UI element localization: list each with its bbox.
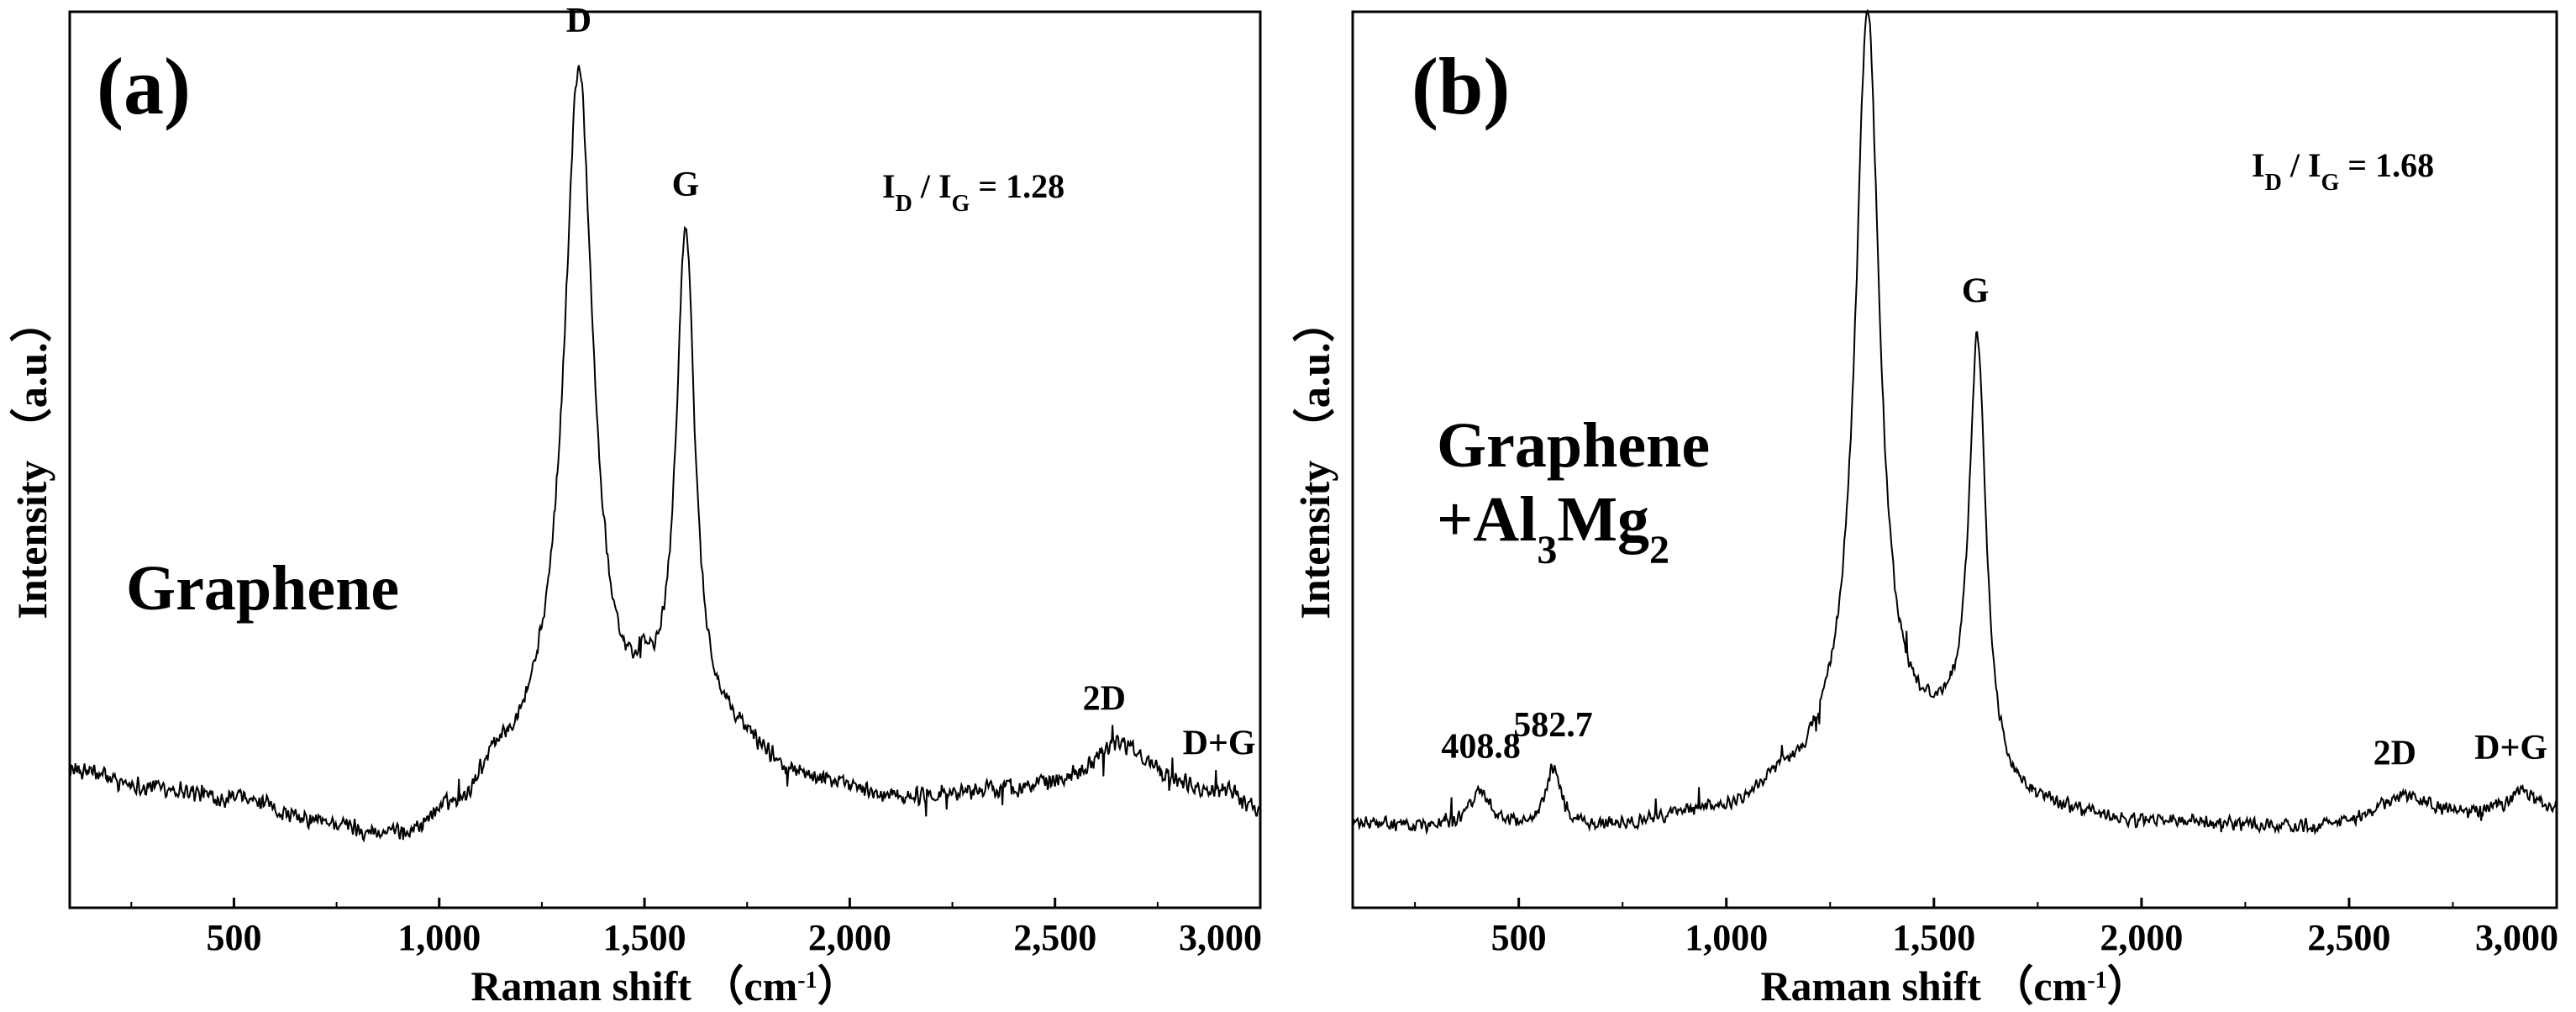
peak-label: 582.7	[1513, 706, 1593, 745]
x-tick-label: 2,500	[1013, 917, 1096, 958]
y-axis-label: Intensity （a.u.）	[1291, 300, 1338, 619]
panel-label: (a)	[97, 41, 191, 131]
sample-label: Graphene	[1437, 410, 1710, 481]
peak-label: 408.8	[1441, 727, 1521, 766]
peak-label: D+G	[1183, 724, 1256, 762]
y-axis-label: Intensity （a.u.）	[8, 300, 55, 619]
sample-label-formula: +Al3Mg2	[1437, 484, 1669, 572]
x-tick-label: 500	[206, 917, 261, 958]
x-tick-label: 3,000	[2475, 917, 2558, 958]
intensity-ratio: ID / IG = 1.28	[882, 167, 1065, 217]
spectrum-line	[69, 65, 1261, 843]
x-tick-label: 1,500	[603, 917, 686, 958]
x-tick-label: 500	[1491, 917, 1547, 958]
x-axis-label: Raman shift （cm-1）	[1760, 962, 2148, 1009]
chart-panel-a: 500 1,000 1,500 2,000 2,500 3,000 Raman shift …	[8, 2, 1262, 1009]
peak-label: G	[1962, 271, 1990, 310]
peak-label: D	[566, 2, 591, 40]
peak-label: 2D	[1083, 680, 1126, 719]
sample-label: Graphene	[126, 553, 399, 624]
x-tick-label: 1,000	[397, 917, 481, 958]
peak-label: D+G	[2474, 729, 2547, 767]
peak-label: G	[672, 166, 700, 204]
peak-label: 2D	[2374, 735, 2416, 773]
intensity-ratio: ID / IG = 1.68	[2252, 146, 2434, 196]
x-tick-label: 2,000	[2100, 917, 2183, 958]
spectrum-line	[1352, 8, 2558, 835]
panel-label: (b)	[1412, 41, 1510, 131]
x-axis-label: Raman shift （cm-1）	[471, 962, 859, 1009]
x-tick-label: 3,000	[1179, 917, 1262, 958]
plot-frame	[1351, 10, 2558, 909]
x-tick-label: 1,500	[1892, 917, 1975, 958]
chart-panel-b: 500 1,000 1,500 2,000 2,500 3,000 Raman shift …	[1291, 8, 2558, 1009]
plot-frame	[68, 10, 1262, 909]
x-tick-label: 1,000	[1685, 917, 1768, 958]
x-tick-label: 2,000	[808, 917, 891, 958]
x-tick-label: 2,500	[2307, 917, 2390, 958]
